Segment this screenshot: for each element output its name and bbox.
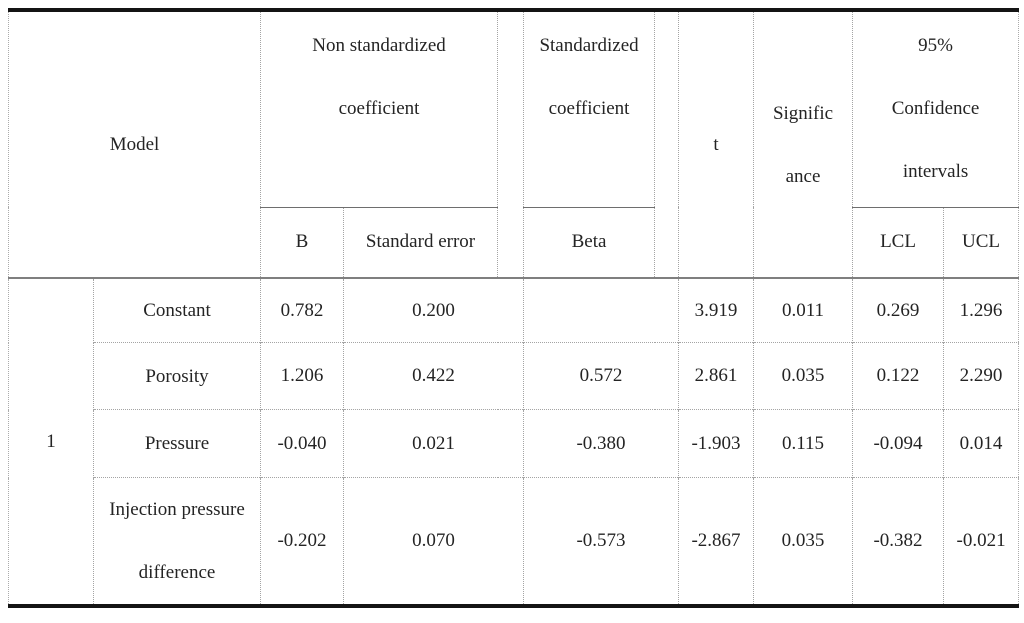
cell-beta: -0.573 (523, 477, 679, 606)
header-non-standardized-coefficient: Non standardized coefficient (260, 10, 498, 208)
subheader-b: B (260, 207, 344, 279)
cell-standard-error: 0.021 (343, 409, 524, 478)
regression-table-container: Model Non standardized coefficient Stand… (8, 8, 1020, 608)
header-spacer-1 (497, 10, 524, 279)
cell-t: -2.867 (678, 477, 754, 606)
model-number-cell: 1 (46, 430, 56, 452)
cell-beta (523, 278, 679, 343)
table-row: 1 Constant 0.782 0.200 3.919 0.011 0.269… (9, 278, 1019, 452)
subheader-beta: Beta (523, 207, 655, 279)
cell-lcl: -0.094 (852, 409, 944, 478)
subheader-standard-error: Standard error (343, 207, 498, 279)
header-standardized-coefficient: Standardized coefficient (523, 10, 655, 208)
table-row: Pressure -0.040 0.021 -0.380 -1.903 0.11… (9, 409, 1019, 478)
cell-t: 3.919 (678, 278, 754, 343)
cell-beta: 0.572 (523, 342, 679, 410)
cell-significance: 0.115 (753, 409, 853, 478)
header-model: Model (8, 10, 261, 279)
cell-t: 2.861 (678, 342, 754, 410)
cell-t: -1.903 (678, 409, 754, 478)
subheader-lcl: LCL (852, 207, 944, 279)
cell-significance: 0.035 (753, 477, 853, 606)
cell-ucl: 2.290 (943, 342, 1019, 410)
cell-ucl: -0.021 (943, 477, 1019, 606)
cell-beta: -0.380 (523, 409, 679, 478)
header-t: t (678, 10, 754, 279)
table-row: Injection pressure difference -0.202 0.0… (9, 477, 1019, 606)
cell-lcl: -0.382 (852, 477, 944, 606)
cell-lcl: 0.269 (852, 278, 944, 343)
cell-standard-error: 0.200 (343, 278, 524, 343)
header-row-2: B Standard error Beta LCL UCL (9, 207, 1019, 279)
cell-b: -0.040 (260, 409, 344, 478)
cell-ucl: 1.296 (943, 278, 1019, 343)
row-label: Porosity (92, 342, 261, 410)
cell-significance: 0.011 (753, 278, 853, 343)
cell-b: 0.782 (260, 278, 344, 343)
cell-b: 1.206 (260, 342, 344, 410)
row-label: Constant (92, 278, 261, 343)
cell-lcl: 0.122 (852, 342, 944, 410)
cell-standard-error: 0.070 (343, 477, 524, 606)
header-significance: Signific ance (753, 10, 853, 279)
row-label: Injection pressure difference (92, 477, 261, 606)
cell-ucl: 0.014 (943, 409, 1019, 478)
cell-b: -0.202 (260, 477, 344, 606)
header-confidence-intervals: 95% Confidence intervals (852, 10, 1019, 208)
regression-table: Model Non standardized coefficient Stand… (8, 8, 1020, 608)
header-row-1: Model Non standardized coefficient Stand… (8, 10, 1019, 279)
table-row: Porosity 1.206 0.422 0.572 2.861 0.035 0… (9, 342, 1019, 410)
row-label: Pressure (92, 409, 261, 478)
header-spacer-2 (654, 10, 679, 279)
subheader-ucl: UCL (943, 207, 1019, 279)
cell-significance: 0.035 (753, 342, 853, 410)
cell-standard-error: 0.422 (343, 342, 524, 410)
